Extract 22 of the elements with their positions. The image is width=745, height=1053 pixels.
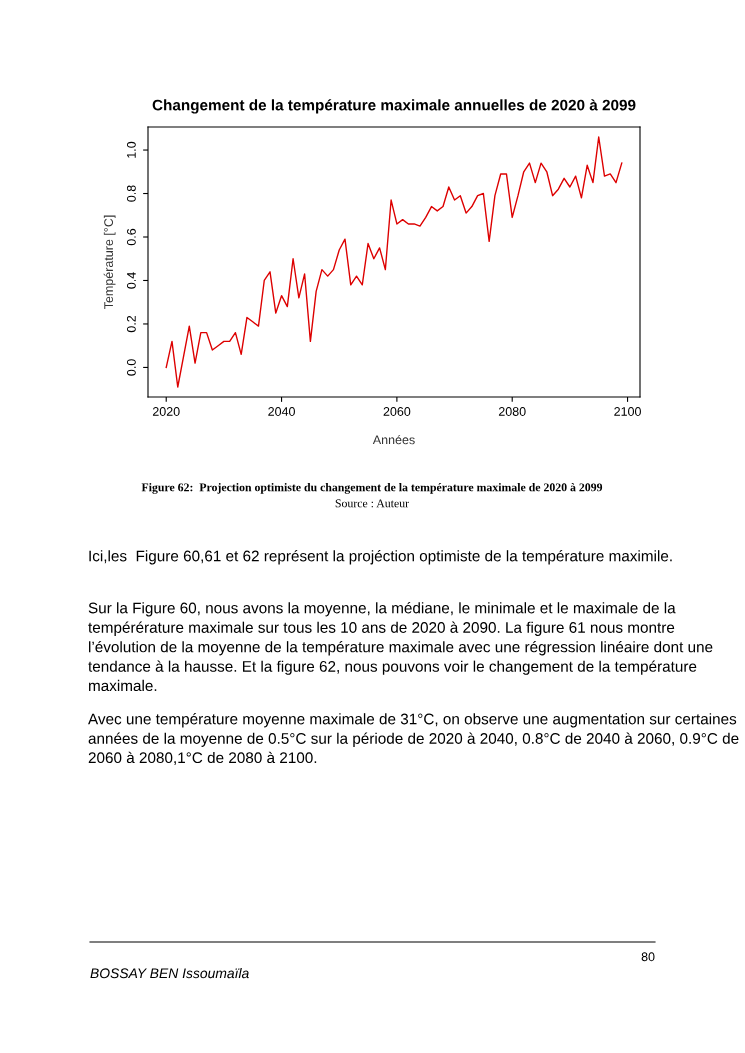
source-note: Source : Auteur [335,499,409,508]
y-tick-label: 0.4 [126,272,136,289]
x-axis-title: Années [372,434,415,445]
text: 80 [641,952,655,962]
text: Sur la Figure 60, nous avons la moyenne, la médiane, le minimale et le maximale de la tempérérature maximale sur tous les 10 ans de 2020 à 2090. La figure 61 nous montre l’évolution de la moyenne de la température maximale avec une régression linéaire dont une tendance à la hausse. Et la figure 62, nous pouvons voir le changement de la température maximale. [88,602,713,692]
text: Avec une température moyenne maximale de 31°C, on observe une augmentation sur certaines années de la moyenne de 0.5°C sur la période de 2020 à 2040, 0.8°C de 2040 à 2060, 0.9°C de 2060 à 2080,1°C de 2080 à 2100. [88,713,739,765]
line-series [165,136,623,388]
y-tick-label: 0.8 [126,185,136,202]
x-tick-label: 2020 [152,407,180,416]
y-tick-label: 0.2 [126,315,136,333]
text: Ici,les Figure 60,61 et 62 représent la projéction optimiste de la température maximile. [89,550,672,565]
y-tick-label: 1.0 [126,141,136,158]
text: BOSSAY BEN Issoumaïla [90,968,249,979]
chart-title: Changement de la température maximale annuelles de 2020 à 2099 [152,99,636,114]
y-axis-title: Température [°C] [103,215,116,310]
x-tick-label: 2060 [383,407,411,416]
y-tick-label: 0.0 [126,359,136,376]
caption: Figure 62: Projection optimiste du changement de la température maximale de 2020 à 2099 [141,483,603,494]
x-tick-label: 2040 [268,407,295,416]
x-tick-label: 2080 [498,407,526,416]
y-tick-label: 0.6 [126,228,136,246]
x-tick-label: 2100 [614,407,641,416]
